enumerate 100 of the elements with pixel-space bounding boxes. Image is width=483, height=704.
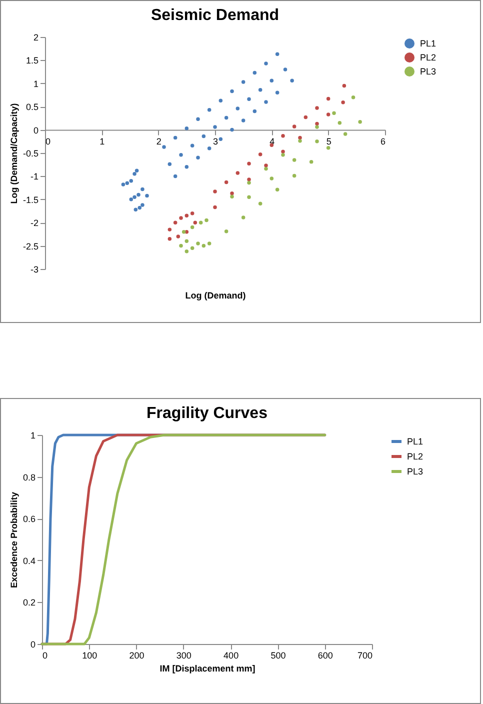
point [338, 120, 342, 125]
point [342, 84, 346, 88]
point [270, 78, 274, 82]
y-tick-label: 1 [30, 430, 36, 440]
x-tick-label: 4 [270, 136, 275, 146]
point [247, 97, 251, 102]
point [281, 150, 285, 154]
point [173, 220, 178, 224]
point [196, 242, 200, 246]
legend-label: PL1 [420, 38, 436, 48]
point [332, 111, 336, 115]
point [204, 218, 208, 222]
legend-label: PL3 [407, 466, 424, 476]
point [134, 168, 139, 172]
point [343, 132, 348, 136]
point [190, 225, 194, 230]
point [230, 194, 234, 198]
point [125, 181, 130, 186]
point [184, 239, 189, 244]
legend-label: PL1 [407, 436, 424, 446]
point [290, 78, 294, 82]
x-tick-label: 500 [270, 650, 286, 660]
point [190, 246, 194, 250]
y-tick-label: 0 [30, 640, 36, 650]
x-tick-label: 200 [129, 650, 144, 660]
x-tick-label: 0 [42, 650, 48, 660]
y-tick-label: 0.8 [22, 472, 36, 482]
point [326, 146, 330, 150]
y-tick-label: -2 [30, 218, 38, 228]
point [247, 180, 251, 185]
y-tick-label: 0 [33, 125, 38, 136]
point [168, 162, 172, 166]
point [136, 192, 140, 197]
y-tick-label: -2.5 [22, 241, 38, 252]
y-tick-label: 0.4 [22, 556, 36, 566]
point [264, 62, 268, 66]
point [202, 244, 206, 248]
point [213, 190, 217, 194]
x-tick-label: 700 [357, 650, 372, 660]
point [230, 89, 234, 94]
point [224, 116, 228, 120]
point [298, 139, 302, 143]
point [247, 178, 251, 182]
point [145, 194, 149, 198]
point [132, 195, 136, 199]
point [224, 180, 228, 184]
point [281, 134, 285, 138]
point [140, 187, 144, 192]
point [198, 220, 203, 224]
y-axis-title: Excedence Probability [8, 492, 19, 588]
point [281, 152, 285, 157]
y-tick-label: -1 [30, 172, 38, 182]
point [270, 176, 274, 180]
point [184, 250, 189, 254]
point [129, 198, 134, 202]
point [173, 136, 178, 140]
point [264, 166, 268, 171]
point [162, 145, 166, 149]
point [264, 164, 268, 168]
y-tick-label: 0.6 [22, 514, 36, 524]
point [241, 216, 246, 220]
x-tick-label: 300 [176, 650, 192, 660]
point [213, 125, 217, 129]
point [193, 220, 198, 224]
point [121, 182, 126, 186]
point [258, 152, 262, 156]
point [230, 128, 234, 132]
x-tick-label: 600 [318, 650, 333, 660]
point [182, 230, 186, 234]
x-axis-title: IM [Displacement mm] [160, 664, 256, 674]
point [184, 126, 189, 130]
point [140, 203, 144, 207]
point [168, 236, 172, 241]
point [196, 117, 200, 121]
point [236, 106, 240, 110]
point [218, 98, 223, 102]
point [202, 134, 206, 138]
point [275, 188, 280, 192]
point [315, 122, 319, 126]
point [179, 152, 183, 157]
point [341, 100, 345, 104]
point [298, 136, 302, 140]
y-tick-label: -3 [30, 264, 38, 274]
point [275, 90, 280, 95]
point [258, 88, 262, 92]
point [292, 174, 296, 178]
point [134, 208, 138, 212]
point [176, 234, 180, 238]
point [358, 120, 362, 124]
point [258, 202, 262, 206]
point [351, 95, 356, 100]
point [275, 52, 280, 56]
point [190, 144, 194, 148]
x-tick-label: 6 [380, 136, 386, 146]
point [173, 174, 178, 178]
point [315, 106, 319, 110]
point [168, 228, 172, 232]
point [252, 70, 257, 75]
point [179, 244, 183, 248]
x-tick-label: 100 [82, 650, 98, 660]
